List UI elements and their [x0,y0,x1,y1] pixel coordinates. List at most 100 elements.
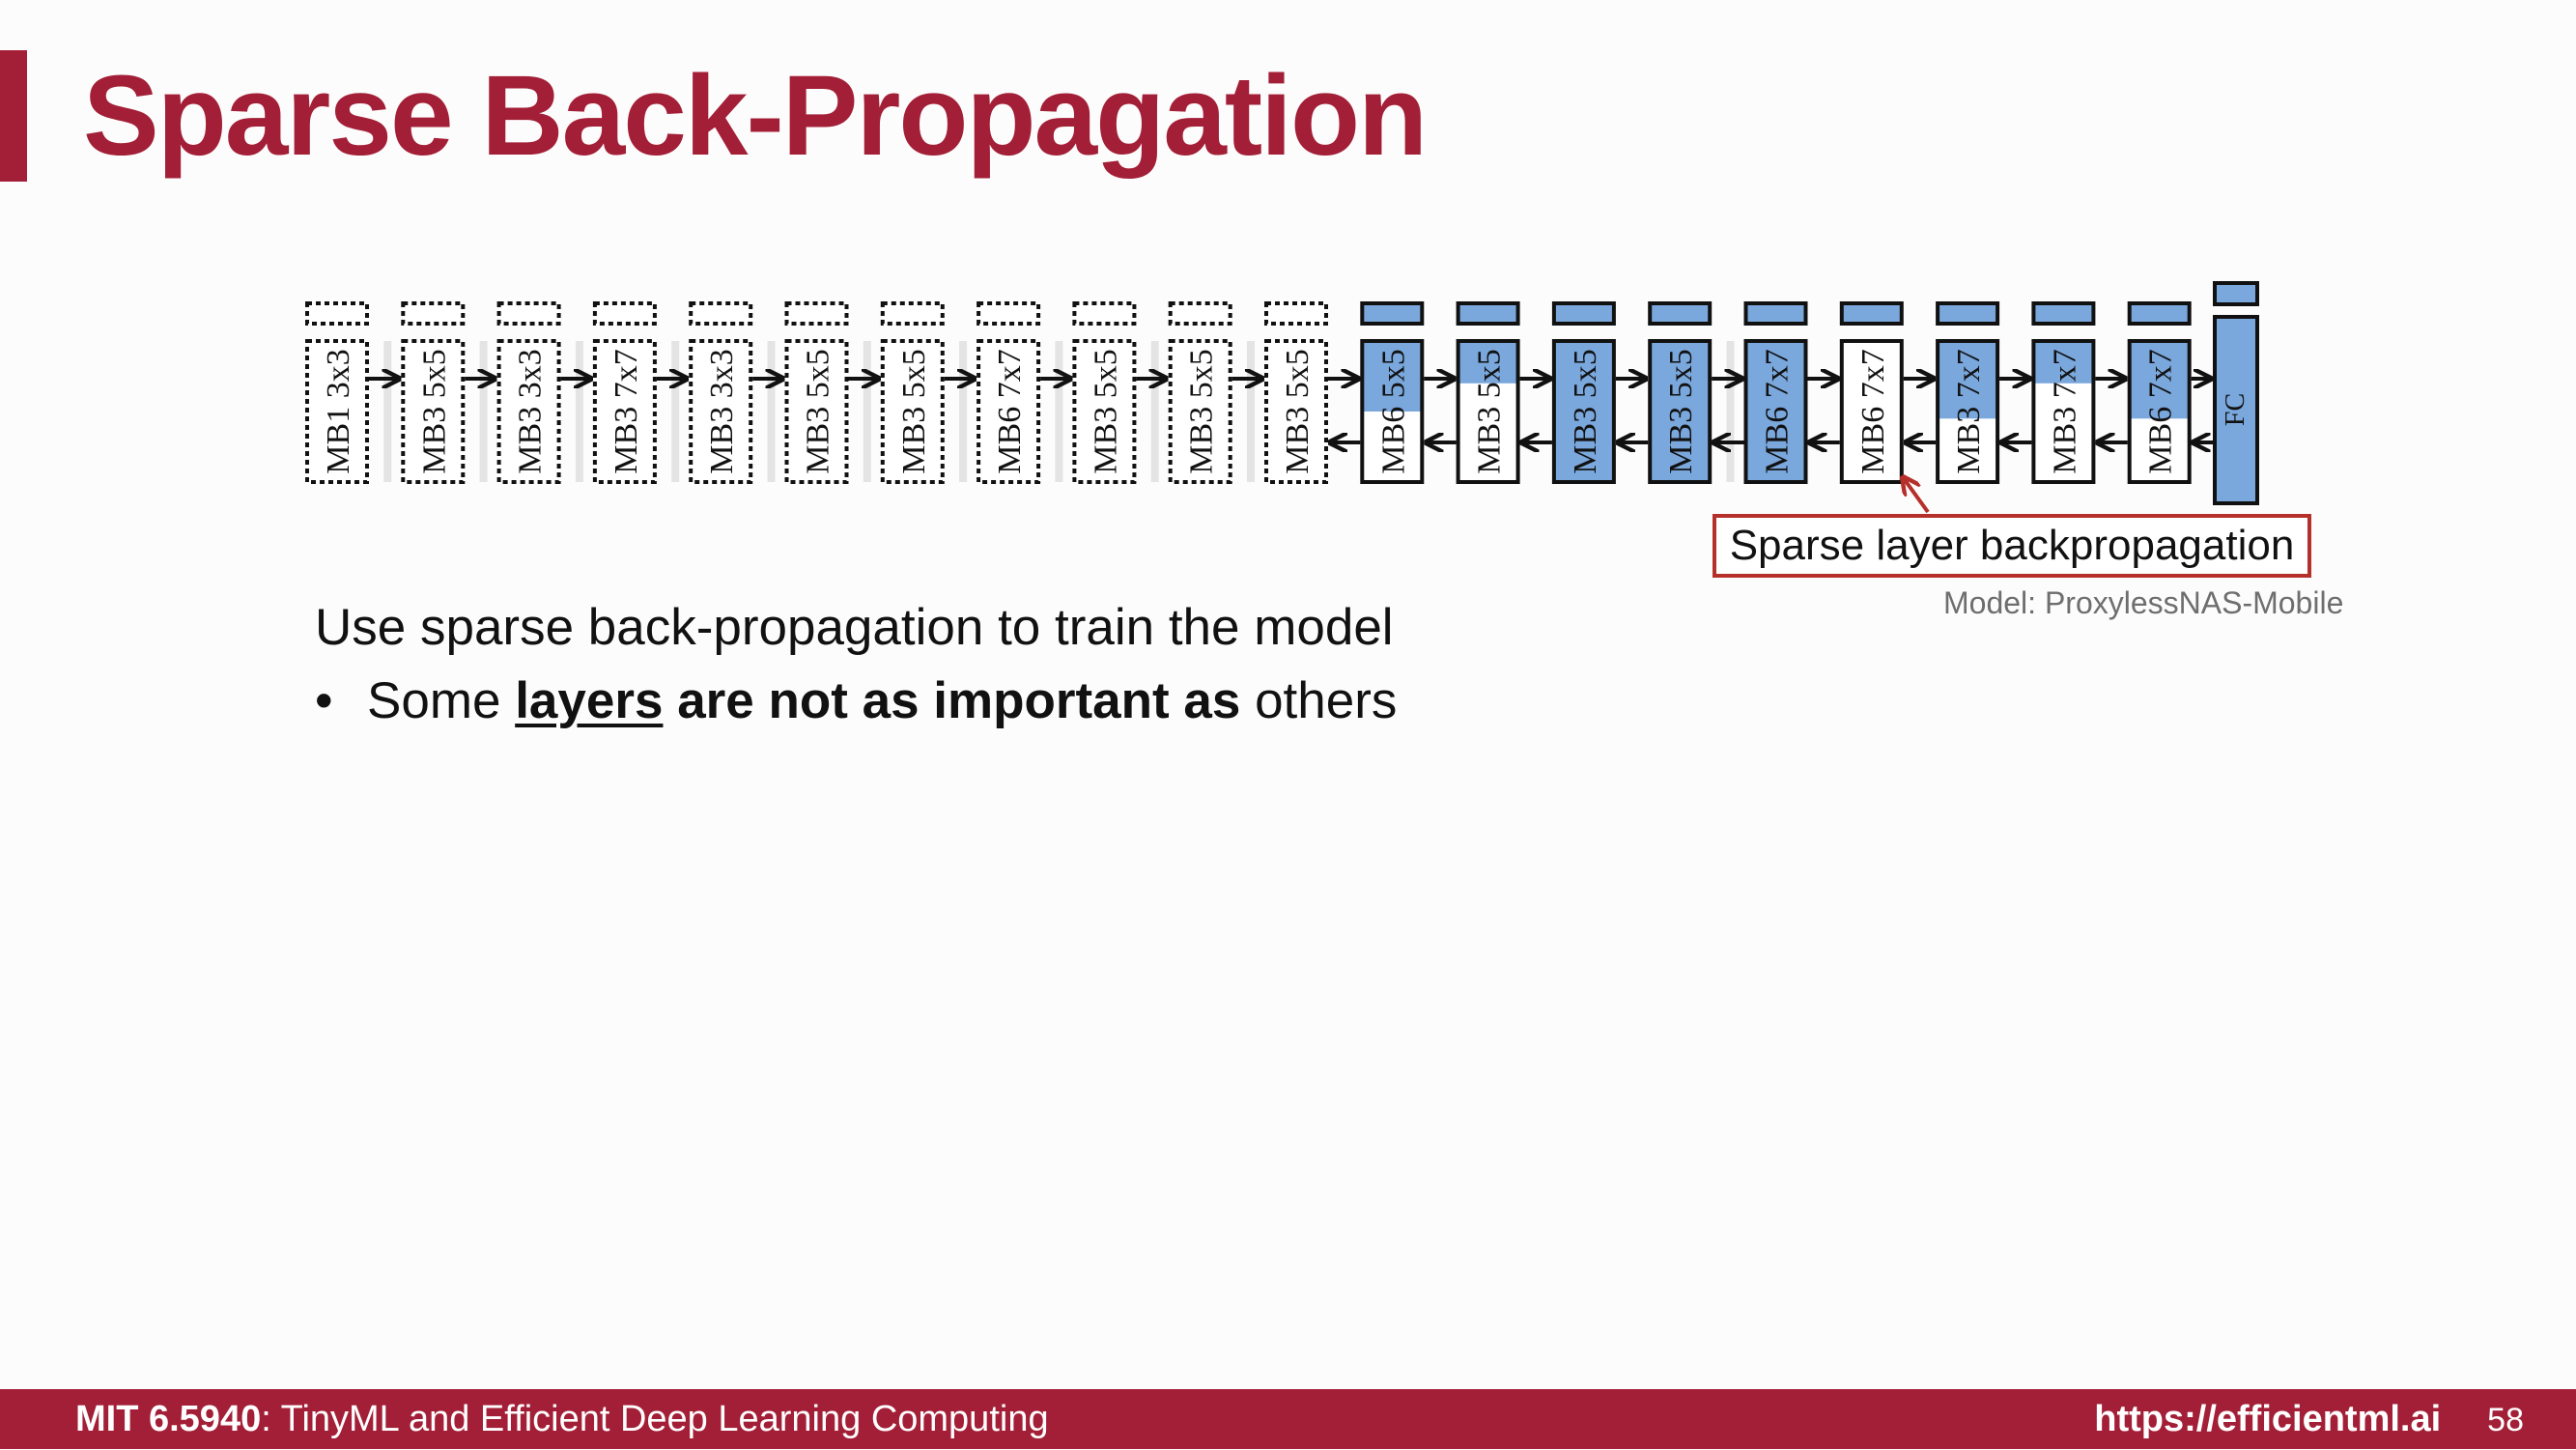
frozen-block: MB3 5x5 [383,301,466,484]
frozen-block-cap [977,301,1041,326]
frozen-block-label: MB3 5x5 [1088,349,1123,473]
bullet-bold: are not as important as [677,672,1241,729]
frozen-block-body [305,339,369,484]
weight-update-fill [1938,341,1998,419]
trained-block: MB3 7x7 [1936,301,2000,484]
frozen-block: MB3 5x5 [1150,301,1232,484]
frozen-block: MB3 3x3 [671,301,753,484]
trained-block-label: MB3 5x5 [1472,349,1508,473]
skip-connection-bar [575,341,583,482]
body-text: Use sparse back-propagation to train the… [315,591,1397,738]
footer-url[interactable]: https://efficientml.ai [2094,1399,2442,1439]
page-number: 58 [2487,1402,2524,1438]
trained-block-label: MB3 7x7 [1951,349,1987,473]
network-diagram: MB1 3x3 MB3 5x5 MB3 3x3 MB3 7x7 MB3 3x3 MB3 5… [305,281,2259,514]
frozen-block-label: MB3 5x5 [1184,349,1220,473]
skip-connection-bar [767,341,776,482]
weight-update-fill [1458,341,1518,384]
bias-update-cap [2127,301,2192,326]
skip-connection-bar [479,341,488,482]
footer-course: MIT 6.5940: TinyML and Efficient Deep Le… [75,1389,1049,1449]
skip-connection-bar [1055,341,1063,482]
trained-block: MB3 5x5 [1648,301,1713,484]
bias-update-cap [1551,301,1616,326]
trained-block-border [1551,339,1616,484]
trained-block-label: MB6 7x7 [1855,349,1891,473]
frozen-block: MB3 7x7 [575,301,657,484]
frozen-block-cap [496,301,561,326]
bias-update-cap [2031,301,2096,326]
frozen-block: MB3 5x5 [1055,301,1137,484]
fc-head-block: FC [2213,281,2259,505]
frozen-block-label: MB3 3x3 [513,349,549,473]
body-heading: Use sparse back-propagation to train the… [315,599,1394,656]
trained-block-border [2031,339,2096,484]
frozen-block-cap [401,301,466,326]
frozen-block-cap [784,301,849,326]
skip-connection-bar [1150,341,1159,482]
bullet-suffix: others [1255,672,1398,729]
course-name: : TinyML and Efficient Deep Learning Com… [261,1399,1049,1439]
trained-block-label: MB3 5x5 [1568,349,1603,473]
frozen-block-label: MB1 3x3 [321,349,356,473]
frozen-block-cap [1264,301,1328,326]
fc-body [2213,315,2259,505]
footer-right: https://efficientml.ai 58 [2094,1389,2524,1450]
frozen-block-cap [305,301,369,326]
bias-update-cap [1743,301,1808,326]
trained-block: MB6 5x5 [1360,301,1425,484]
bias-update-cap [1839,301,1904,326]
frozen-block: MB3 3x3 [479,301,561,484]
frozen-block-label: MB3 5x5 [896,349,932,473]
weight-update-fill [1650,341,1711,482]
frozen-block-label: MB3 3x3 [704,349,740,473]
trained-block: MB6 7x7 [1726,301,1808,484]
frozen-block-body [401,339,466,484]
bias-update-cap [1360,301,1425,326]
skip-connection-bar [1726,341,1735,482]
trained-block-border [1360,339,1425,484]
footer-bar: MIT 6.5940: TinyML and Efficient Deep Le… [0,1389,2576,1449]
frozen-block-label: MB6 7x7 [992,349,1028,473]
frozen-block-body [592,339,657,484]
frozen-block-body [689,339,753,484]
trained-block-label: MB6 7x7 [2143,349,2179,473]
weight-update-fill [1745,341,1806,482]
bullet-underlined: layers [515,672,664,729]
frozen-block: MB3 5x5 [1247,301,1328,484]
slide-title: Sparse Back-Propagation [83,52,1428,180]
skip-connection-bar [1247,341,1255,482]
title-accent-bar [0,50,27,182]
frozen-block-body [1168,339,1232,484]
fc-cap [2213,281,2259,306]
frozen-block-label: MB3 5x5 [801,349,836,473]
model-note: Model: ProxylessNAS-Mobile [1943,585,2344,620]
bias-update-cap [1936,301,2000,326]
trained-block-border [2127,339,2192,484]
trained-block-label: MB3 5x5 [1663,349,1699,473]
skip-connection-bar [959,341,968,482]
trained-block-border [1743,339,1808,484]
trained-block-label: MB3 7x7 [2047,349,2082,473]
frozen-block-body [784,339,849,484]
trained-block: MB6 7x7 [1839,301,1904,484]
bullet-marker: • [315,672,333,729]
frozen-block: MB3 5x5 [863,301,945,484]
frozen-block-cap [1168,301,1232,326]
bias-update-cap [1456,301,1520,326]
frozen-block-cap [1072,301,1137,326]
trained-block: MB3 5x5 [1551,301,1616,484]
callout-pointer [1903,477,1930,514]
bias-update-cap [1648,301,1713,326]
skip-connection-bar [863,341,871,482]
bullet-item: • Some layers are not as important as oth… [315,665,1397,738]
frozen-block-body [1264,339,1328,484]
weight-update-fill [1362,341,1423,412]
weight-update-fill [2129,341,2190,419]
frozen-block: MB1 3x3 [305,301,369,484]
frozen-block-cap [689,301,753,326]
frozen-block-body [880,339,945,484]
frozen-block-label: MB3 7x7 [609,349,644,473]
weight-update-fill [2033,341,2094,384]
frozen-block-label: MB3 5x5 [416,349,452,473]
